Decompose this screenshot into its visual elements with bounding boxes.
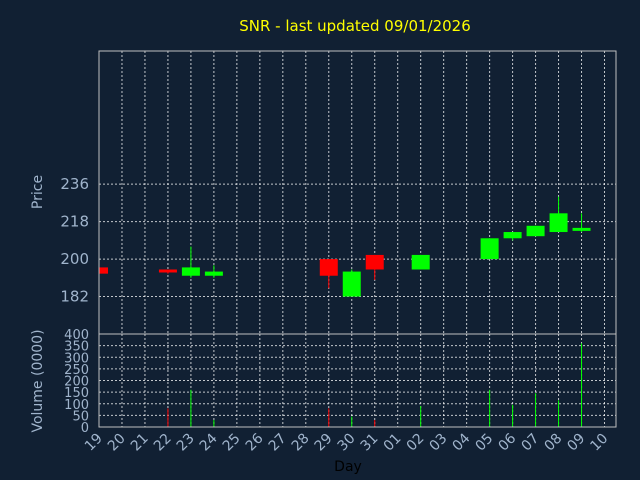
volume-tick-label: 0: [81, 421, 89, 436]
volume-axis-label: Volume (0000): [30, 329, 46, 432]
candle-body: [526, 225, 545, 237]
volume-tick-label: 400: [64, 328, 89, 343]
candle-body: [411, 254, 430, 270]
price-tick-label: 236: [60, 175, 89, 193]
volume-tick-label: 250: [64, 363, 89, 378]
volume-tick-label: 100: [64, 398, 89, 413]
price-tick-label: 200: [60, 250, 89, 268]
volume-bars: [167, 343, 583, 427]
price-gridlines: [99, 51, 616, 334]
volume-tick-label: 350: [64, 340, 89, 355]
candle-body: [572, 227, 591, 231]
candle-body: [158, 269, 177, 273]
volume-plot-frame: [98, 333, 617, 428]
candle-body: [342, 271, 361, 297]
volume-tick-label: 300: [64, 351, 89, 366]
candle-body: [319, 259, 338, 276]
volume-tick-label: 150: [64, 386, 89, 401]
candle-body: [365, 254, 384, 270]
candle-body: [549, 213, 568, 233]
price-tick-label: 218: [60, 213, 89, 231]
price-axis-ticks: 182 200 218 236: [60, 175, 89, 305]
candle-body: [204, 271, 223, 276]
day-axis-label: Day: [334, 459, 362, 475]
candle-body: [503, 232, 522, 239]
price-tick-label: 182: [60, 288, 89, 306]
volume-tick-label: 50: [72, 409, 89, 424]
candle-body: [181, 267, 200, 276]
day-axis-ticks: 19 20 21 22 23 24 25 26 27 28 29 30 31 01 02 03 04 05 06 07…: [82, 430, 611, 454]
price-candles: [98, 196, 591, 297]
candle-body: [99, 267, 108, 274]
candle-body: [480, 238, 499, 260]
price-axis-label: Price: [30, 175, 46, 209]
volume-tick-label: 200: [64, 375, 89, 390]
chart-title: SNR - last updated 09/01/2026: [239, 17, 471, 35]
